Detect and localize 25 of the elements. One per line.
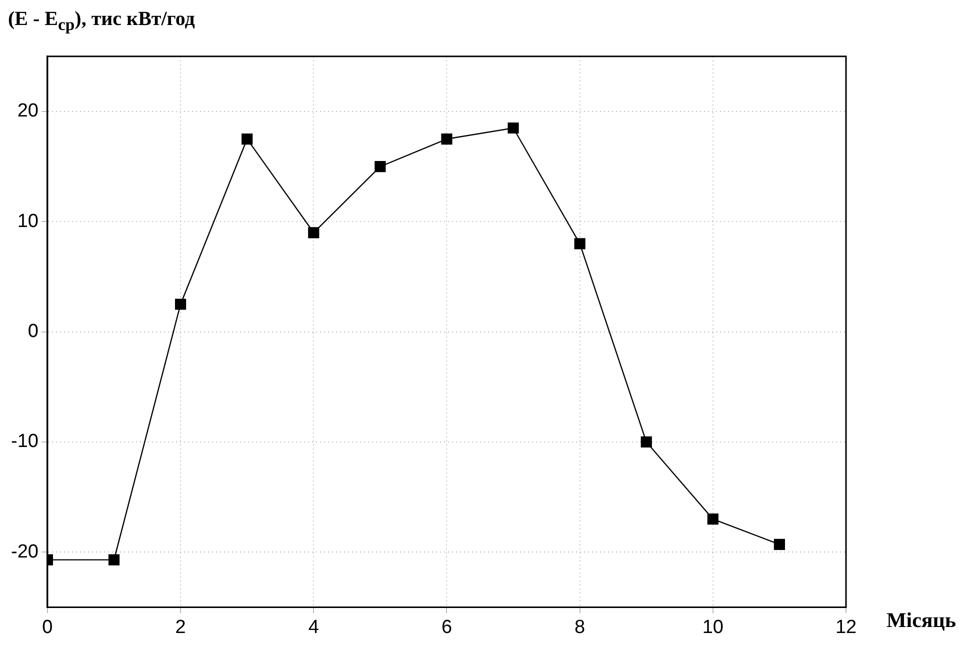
x-axis-title: Місяць [886, 608, 956, 633]
x-tick-label: 2 [175, 616, 186, 638]
y-tick-label: 0 [28, 321, 38, 342]
y-tick-label: -20 [10, 541, 38, 562]
x-tick-label: 10 [702, 616, 724, 638]
point [640, 436, 652, 448]
point [574, 238, 586, 250]
point [508, 122, 519, 134]
point [308, 227, 320, 238]
x-tick-label: 8 [574, 616, 586, 638]
x-tick-label: 0 [42, 616, 53, 638]
point [374, 161, 386, 172]
point [707, 514, 718, 525]
y-tick-label: -10 [10, 431, 38, 452]
x-tick-label: 12 [835, 616, 857, 638]
y-tick-label: 10 [17, 210, 38, 232]
x-tick-label: 6 [441, 616, 452, 638]
point [774, 538, 786, 550]
y-tick-label: 20 [17, 100, 38, 122]
point [108, 554, 120, 566]
y-axis-title: (E - E$_{ср}$), тис кВт/год [8, 8, 195, 35]
point [175, 298, 186, 310]
point [441, 133, 452, 145]
x-tick-label: 4 [308, 616, 320, 638]
point [242, 133, 253, 145]
